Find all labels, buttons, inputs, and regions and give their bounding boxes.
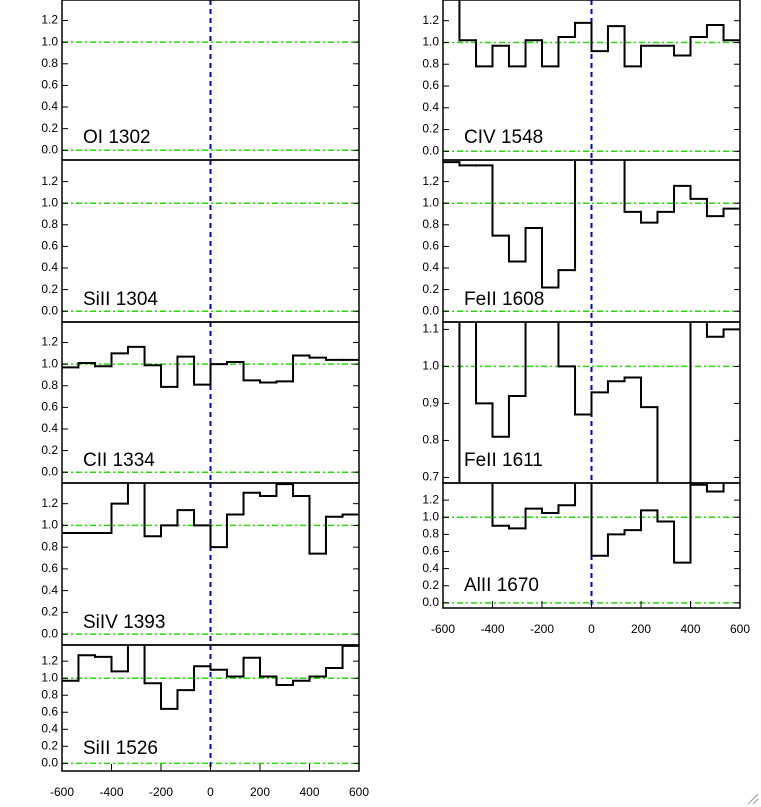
y-tick-label: 1.2 xyxy=(41,174,58,188)
resize-grip xyxy=(747,793,759,805)
line-label: CIV 1548 xyxy=(464,127,543,148)
y-tick-label: 1.0 xyxy=(422,509,439,523)
panel xyxy=(443,160,740,322)
panel xyxy=(62,483,359,645)
y-tick-label: 0.8 xyxy=(41,217,58,231)
y-tick-label: 0.0 xyxy=(422,595,439,609)
panel xyxy=(443,322,740,483)
x-tick-label: 200 xyxy=(631,622,651,636)
panel xyxy=(62,322,359,483)
y-tick-label: 1.0 xyxy=(41,34,58,48)
y-tick-label: 1.1 xyxy=(422,322,439,336)
y-tick-label: 0.2 xyxy=(422,282,439,296)
y-tick-label: 0.8 xyxy=(422,433,439,447)
y-tick-label: 0.0 xyxy=(422,143,439,157)
y-tick-label: 0.0 xyxy=(41,303,58,317)
x-tick-label: 0 xyxy=(207,785,214,799)
x-tick-label: -600 xyxy=(431,622,455,636)
y-tick-label: 0.2 xyxy=(41,605,58,619)
panel xyxy=(62,0,359,160)
y-tick-label: 0.9 xyxy=(422,396,439,410)
y-tick-label: 0.2 xyxy=(41,443,58,457)
panel xyxy=(62,645,359,771)
y-tick-label: 0.6 xyxy=(41,400,58,414)
y-tick-label: 1.0 xyxy=(41,195,58,209)
y-tick-label: 1.0 xyxy=(422,35,439,49)
x-tick-label: 200 xyxy=(250,785,270,799)
y-tick-label: 1.2 xyxy=(41,335,58,349)
y-tick-label: 0.4 xyxy=(41,721,58,735)
y-tick-label: 1.2 xyxy=(41,653,58,667)
line-label: AlII 1670 xyxy=(464,575,539,596)
y-tick-label: 1.2 xyxy=(422,174,439,188)
y-tick-label: 0.8 xyxy=(41,687,58,701)
y-tick-label: 0.6 xyxy=(41,239,58,253)
y-tick-label: 1.2 xyxy=(41,13,58,27)
y-tick-label: 0.4 xyxy=(41,99,58,113)
y-tick-label: 0.6 xyxy=(422,78,439,92)
y-tick-label: 0.2 xyxy=(422,122,439,136)
y-tick-label: 0.8 xyxy=(41,539,58,553)
y-tick-label: 0.4 xyxy=(422,260,439,274)
y-tick-label: 1.0 xyxy=(422,195,439,209)
line-label: FeII 1608 xyxy=(464,289,544,310)
line-label: SiIV 1393 xyxy=(83,612,165,633)
x-tick-label: 0 xyxy=(588,622,595,636)
y-tick-label: 0.8 xyxy=(422,527,439,541)
y-tick-label: 0.6 xyxy=(422,239,439,253)
panel xyxy=(443,0,740,160)
y-tick-label: 0.6 xyxy=(422,544,439,558)
y-tick-label: 1.0 xyxy=(41,518,58,532)
x-tick-label: -400 xyxy=(99,785,123,799)
y-tick-label: 0.6 xyxy=(41,561,58,575)
y-tick-label: 0.2 xyxy=(41,738,58,752)
y-tick-label: 1.0 xyxy=(41,670,58,684)
x-tick-label: -200 xyxy=(530,622,554,636)
y-tick-label: 0.8 xyxy=(422,56,439,70)
y-tick-label: 1.0 xyxy=(41,356,58,370)
y-tick-label: 1.2 xyxy=(41,496,58,510)
y-tick-label: 0.8 xyxy=(422,217,439,231)
y-tick-label: 0.0 xyxy=(41,464,58,478)
y-tick-label: 1.2 xyxy=(422,13,439,27)
y-tick-label: 0.7 xyxy=(422,470,439,484)
x-tick-label: 600 xyxy=(349,785,369,799)
y-tick-label: 0.0 xyxy=(41,756,58,770)
y-tick-label: 0.2 xyxy=(422,578,439,592)
y-tick-label: 0.4 xyxy=(41,260,58,274)
y-tick-label: 0.4 xyxy=(422,561,439,575)
y-tick-label: 0.4 xyxy=(422,100,439,114)
x-tick-label: -400 xyxy=(480,622,504,636)
y-tick-label: 0.8 xyxy=(41,56,58,70)
line-label: CII 1334 xyxy=(83,450,155,471)
y-tick-label: 0.0 xyxy=(41,626,58,640)
y-tick-label: 1.2 xyxy=(422,492,439,506)
y-tick-label: 1.0 xyxy=(422,359,439,373)
y-tick-label: 0.0 xyxy=(41,142,58,156)
x-tick-label: 600 xyxy=(730,622,750,636)
y-tick-label: 0.6 xyxy=(41,704,58,718)
x-tick-label: 400 xyxy=(680,622,700,636)
line-label: SiII 1304 xyxy=(83,289,158,310)
y-tick-label: 0.6 xyxy=(41,78,58,92)
panel xyxy=(62,160,359,322)
x-tick-label: -600 xyxy=(50,785,74,799)
y-tick-label: 0.2 xyxy=(41,121,58,135)
line-label: FeII 1611 xyxy=(464,450,543,471)
line-label: SiII 1526 xyxy=(83,738,158,759)
line-label: OI 1302 xyxy=(83,127,151,148)
y-tick-label: 0.2 xyxy=(41,282,58,296)
y-tick-label: 0.4 xyxy=(41,421,58,435)
y-tick-label: 0.4 xyxy=(41,583,58,597)
y-tick-label: 0.8 xyxy=(41,378,58,392)
x-tick-label: -200 xyxy=(149,785,173,799)
y-tick-label: 0.0 xyxy=(422,303,439,317)
x-tick-label: 400 xyxy=(299,785,319,799)
